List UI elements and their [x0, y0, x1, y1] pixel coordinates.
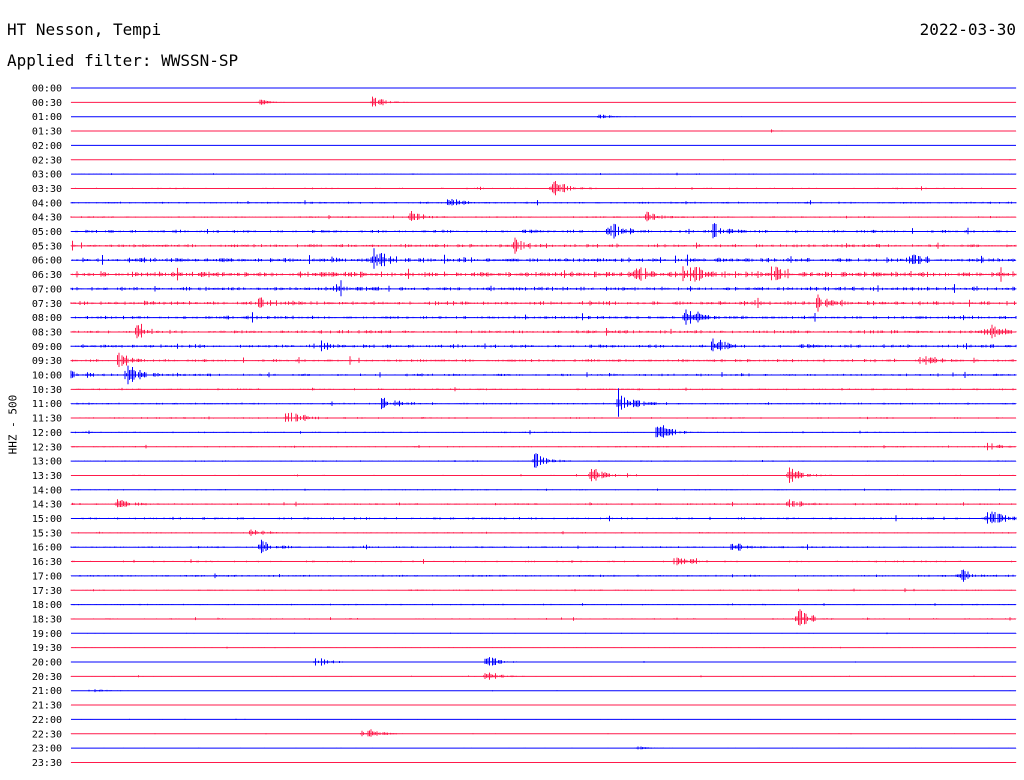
time-tick-labels: 00:00 00:30 01:00 01:30 02:00 02:30 03:00 03:30…	[32, 84, 62, 769]
time-tick-0200: 02:00	[32, 141, 62, 152]
trace-2000	[70, 657, 1017, 666]
time-tick-2130: 21:30	[32, 701, 62, 712]
trace-0530	[70, 237, 1017, 254]
time-tick-2100: 21:00	[32, 686, 62, 697]
trace-1430	[70, 499, 1017, 508]
trace-1800	[70, 603, 1017, 606]
time-tick-1230: 12:30	[32, 442, 62, 453]
time-tick-0400: 04:00	[32, 198, 62, 209]
time-tick-1630: 16:30	[32, 557, 62, 568]
time-tick-0930: 09:30	[32, 356, 62, 367]
trace-1600	[70, 539, 1017, 554]
time-tick-1530: 15:30	[32, 528, 62, 539]
time-tick-0630: 06:30	[32, 270, 62, 281]
time-tick-1100: 11:00	[32, 399, 62, 410]
time-tick-2200: 22:00	[32, 715, 62, 726]
trace-0030	[70, 96, 1017, 107]
trace-1530	[70, 529, 1017, 536]
trace-0730	[70, 294, 1017, 312]
time-tick-1830: 18:30	[32, 614, 62, 625]
time-tick-0830: 08:30	[32, 327, 62, 338]
time-tick-0730: 07:30	[32, 299, 62, 310]
trace-0500	[70, 223, 1015, 239]
time-tick-1000: 10:00	[32, 371, 62, 382]
time-tick-1600: 16:00	[32, 543, 62, 554]
time-tick-1930: 19:30	[32, 643, 62, 654]
trace-1500	[70, 511, 1017, 524]
time-tick-0500: 05:00	[32, 227, 62, 238]
y-axis-label: HHZ - 500	[6, 394, 20, 455]
trace-0900	[70, 338, 1017, 352]
trace-1330	[70, 467, 1017, 483]
trace-1730	[70, 588, 1017, 593]
time-tick-1730: 17:30	[32, 586, 62, 597]
trace-1200	[70, 425, 1017, 438]
trace-2130	[70, 704, 1017, 706]
trace-0800	[70, 309, 1017, 325]
trace-1300	[70, 453, 1017, 468]
trace-1130	[70, 412, 1017, 422]
time-tick-2300: 23:00	[32, 744, 62, 755]
time-tick-0100: 01:00	[32, 112, 62, 123]
trace-0430	[70, 211, 1017, 222]
time-tick-1430: 14:30	[32, 500, 62, 511]
time-tick-0130: 01:30	[32, 127, 62, 138]
trace-1630	[70, 557, 1017, 566]
time-tick-2000: 20:00	[32, 658, 62, 669]
trace-0400	[70, 199, 1017, 206]
time-tick-0600: 06:00	[32, 256, 62, 267]
trace-0630	[70, 266, 1017, 282]
time-tick-0000: 00:00	[32, 84, 62, 95]
trace-1030	[70, 387, 1017, 392]
time-tick-1500: 15:00	[32, 514, 62, 525]
trace-0930	[70, 352, 1017, 367]
time-tick-1130: 11:30	[32, 414, 62, 425]
trace-0130	[70, 129, 1017, 133]
time-tick-0430: 04:30	[32, 213, 62, 224]
station-title: HT Nesson, Tempi	[7, 20, 162, 39]
time-tick-0530: 05:30	[32, 241, 62, 252]
trace-2030	[70, 672, 1017, 680]
time-tick-1900: 19:00	[32, 629, 62, 640]
plot-date: 2022-03-30	[919, 20, 1016, 39]
trace-1930	[70, 646, 1017, 649]
trace-0830	[70, 323, 1017, 339]
filter-subtitle: Applied filter: WWSSN-SP	[7, 51, 239, 70]
time-tick-1800: 18:00	[32, 600, 62, 611]
time-tick-1400: 14:00	[32, 485, 62, 496]
time-tick-2030: 20:30	[32, 672, 62, 683]
time-tick-1330: 13:30	[32, 471, 62, 482]
trace-2230	[70, 729, 1017, 737]
time-tick-0300: 03:00	[32, 170, 62, 181]
time-tick-0330: 03:30	[32, 184, 62, 195]
trace-0230	[70, 159, 1017, 161]
trace-0700	[70, 280, 1017, 297]
trace-0330	[70, 181, 1017, 196]
trace-1230	[70, 442, 1017, 451]
time-tick-2330: 23:30	[32, 758, 62, 769]
time-tick-1300: 13:00	[32, 457, 62, 468]
trace-1830	[70, 609, 1017, 626]
time-tick-2230: 22:30	[32, 729, 62, 740]
time-tick-0900: 09:00	[32, 342, 62, 353]
trace-1100	[70, 388, 1017, 417]
time-tick-0230: 02:30	[32, 155, 62, 166]
time-tick-0030: 00:30	[32, 98, 62, 109]
time-tick-1200: 12:00	[32, 428, 62, 439]
time-tick-1030: 10:30	[32, 385, 62, 396]
time-tick-0700: 07:00	[32, 284, 62, 295]
time-tick-1700: 17:00	[32, 571, 62, 582]
trace-2330	[70, 762, 1017, 763]
time-tick-0800: 08:00	[32, 313, 62, 324]
trace-group	[70, 87, 1017, 763]
trace-0600	[72, 248, 1017, 269]
